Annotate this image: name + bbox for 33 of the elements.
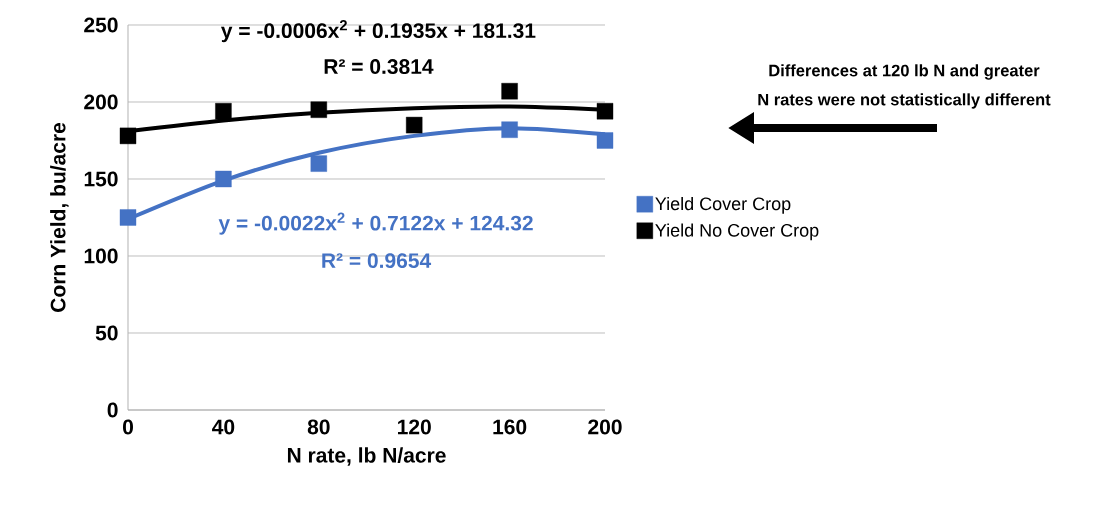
legend-label: Yield No Cover Crop [655, 223, 819, 241]
y-tick-label: 150 [84, 171, 118, 187]
y-axis-title: Corn Yield, bu/acre [50, 122, 69, 312]
point [215, 170, 232, 188]
x-tick-label: 40 [212, 419, 235, 435]
point [310, 155, 328, 172]
x-tick-label: 0 [123, 419, 133, 435]
point [119, 127, 137, 145]
x-tick-label: 80 [307, 419, 330, 435]
x-tick-label: 120 [398, 419, 431, 435]
legend-label: Yield Cover Crop [655, 196, 791, 214]
y-tick-label: 0 [107, 402, 118, 418]
y-tick-label: 100 [84, 248, 118, 264]
x-tick-label: 160 [493, 419, 527, 435]
x-axis-title: N rate, lb N/acre [287, 447, 446, 466]
point [406, 116, 423, 134]
annotation: R² = 0.3814 [324, 59, 434, 75]
point [501, 83, 518, 100]
point [596, 132, 614, 149]
y-tick-label: 200 [84, 94, 118, 110]
point [215, 103, 232, 120]
text: Differences at 120 lb N and greater [769, 64, 1040, 80]
y-tick-label: 50 [95, 325, 118, 341]
annotation: y = -0.0006x$^{2}$ + 0.1935x + 181.31 [220, 20, 536, 43]
text: N rates were not statistically different [758, 93, 1051, 109]
point [596, 103, 614, 120]
point [501, 121, 518, 138]
annotation: y = -0.0022x$^{2}$ + 0.7122x + 124.32 [218, 212, 533, 235]
x-tick-label: 200 [588, 419, 622, 435]
y-tick-label: 250 [84, 17, 118, 33]
annotation: R² = 0.9654 [322, 253, 432, 269]
point [119, 209, 137, 226]
point [310, 101, 328, 118]
